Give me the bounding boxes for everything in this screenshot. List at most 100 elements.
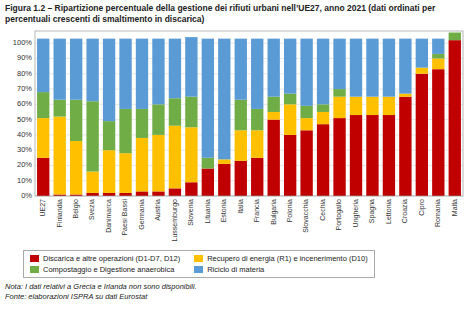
bar-segment bbox=[432, 69, 444, 196]
bar-segment bbox=[70, 141, 82, 194]
bar-segment bbox=[86, 39, 98, 102]
x-tick-label: Danimarca bbox=[105, 199, 112, 233]
bar-segment bbox=[416, 68, 428, 74]
bar-segment bbox=[399, 94, 411, 97]
bar-segment bbox=[366, 39, 378, 97]
x-tick-label: Slovacchia bbox=[302, 199, 309, 233]
y-tick-label: 10% bbox=[17, 176, 32, 185]
legend-swatch bbox=[30, 266, 39, 273]
bar-segment bbox=[268, 120, 280, 196]
legend-label: Recupero di energia (R1) e incenerimento… bbox=[207, 254, 368, 263]
bar-segment bbox=[268, 39, 280, 97]
bar-segment bbox=[152, 191, 164, 196]
legend-swatch bbox=[30, 255, 39, 262]
x-tick-label: Malta bbox=[451, 199, 458, 216]
bars bbox=[37, 33, 461, 196]
bar-segment bbox=[119, 153, 131, 193]
bar-segment bbox=[86, 101, 98, 171]
grid-line bbox=[35, 180, 463, 181]
bar-segment bbox=[218, 159, 230, 164]
bar-segment bbox=[235, 39, 247, 100]
grid-line bbox=[35, 89, 463, 90]
bar-segment bbox=[218, 39, 230, 160]
bar-segment bbox=[103, 39, 115, 122]
bar-segment bbox=[432, 59, 444, 70]
grid-line bbox=[35, 58, 463, 59]
y-tick-label: 0% bbox=[21, 191, 32, 200]
bar-segment bbox=[185, 127, 197, 182]
grid bbox=[35, 43, 463, 196]
bar-segment bbox=[119, 193, 131, 196]
bar-segment bbox=[383, 115, 395, 196]
legend-label: Riciclo di materia bbox=[207, 265, 264, 274]
plot-frame bbox=[35, 31, 463, 196]
bar-segment bbox=[284, 94, 296, 105]
bar-segment bbox=[119, 39, 131, 109]
bar-segment bbox=[333, 89, 345, 97]
bar-segment bbox=[416, 39, 428, 68]
x-tick-label: Polonia bbox=[286, 199, 293, 222]
bar-segment bbox=[70, 100, 82, 141]
bar-segment bbox=[185, 37, 197, 97]
bar-segment bbox=[185, 97, 197, 128]
bar-segment bbox=[37, 39, 49, 92]
bar-segment bbox=[103, 150, 115, 193]
notes: Nota: I dati relativi a Grecia e Irlanda… bbox=[5, 282, 469, 302]
bar-segment bbox=[185, 182, 197, 196]
x-tick-label: UE27 bbox=[39, 199, 46, 217]
y-tick-label: 70% bbox=[17, 84, 32, 93]
bar-segment bbox=[333, 97, 345, 118]
bar-segment bbox=[350, 97, 362, 115]
bar-segment bbox=[366, 115, 378, 196]
bar-segment bbox=[317, 124, 329, 196]
x-tick-label: Cechia bbox=[319, 199, 326, 221]
grid-line bbox=[35, 150, 463, 151]
bar-segment bbox=[449, 40, 461, 196]
bar-segment bbox=[251, 130, 263, 158]
legend: Discarica e altre operazioni (D1-D7, D12… bbox=[23, 250, 375, 278]
bar-segment bbox=[136, 191, 148, 196]
legend-item: Compostaggio e Digestione anaerobica bbox=[30, 265, 180, 274]
grid-line bbox=[35, 73, 463, 74]
bar-segment bbox=[333, 118, 345, 196]
bar-segment bbox=[235, 130, 247, 161]
bar-segment bbox=[119, 109, 131, 153]
x-tick-label: Germania bbox=[138, 199, 145, 230]
legend-swatch bbox=[194, 255, 203, 262]
legend-label: Compostaggio e Digestione anaerobica bbox=[43, 265, 174, 274]
bar-segment bbox=[449, 33, 461, 41]
y-tick-label: 30% bbox=[17, 145, 32, 154]
bar-segment bbox=[317, 39, 329, 105]
x-tick-label: Slovenia bbox=[187, 199, 194, 226]
bar-segment bbox=[251, 158, 263, 196]
bar-segment bbox=[169, 188, 181, 196]
bar-segment bbox=[416, 74, 428, 196]
x-tick-label: Austria bbox=[154, 199, 161, 221]
x-tick-label: Lussemburgo bbox=[171, 199, 179, 242]
bar-segment bbox=[169, 126, 181, 189]
legend-item: Recupero di energia (R1) e incenerimento… bbox=[194, 254, 368, 263]
bar-segment bbox=[383, 39, 395, 97]
y-tick-label: 20% bbox=[17, 160, 32, 169]
bar-segment bbox=[284, 135, 296, 196]
bar-segment bbox=[432, 54, 444, 59]
bar-segment bbox=[300, 118, 312, 130]
bar-segment bbox=[251, 109, 263, 130]
x-tick-label: Ungheria bbox=[352, 199, 360, 228]
legend-item: Discarica e altre operazioni (D1-D7, D12… bbox=[30, 254, 180, 263]
bar-segment bbox=[218, 164, 230, 196]
x-tick-label: Paesi Bassi bbox=[121, 199, 128, 236]
bar-segment bbox=[136, 109, 148, 138]
bar-segment bbox=[366, 97, 378, 115]
bar-segment bbox=[103, 121, 115, 150]
note: Nota: I dati relativi a Grecia e Irlanda… bbox=[5, 282, 469, 292]
bar-segment bbox=[333, 39, 345, 89]
bar-segment bbox=[202, 39, 214, 158]
bar-segment bbox=[350, 39, 362, 97]
title: Figura 1.2 – Ripartizione percentuale de… bbox=[5, 3, 469, 24]
y-tick-label: 90% bbox=[17, 53, 32, 62]
legend-swatch bbox=[194, 266, 203, 273]
bar-segment bbox=[432, 39, 444, 54]
bar-segment bbox=[268, 112, 280, 120]
bar-segment bbox=[317, 112, 329, 124]
